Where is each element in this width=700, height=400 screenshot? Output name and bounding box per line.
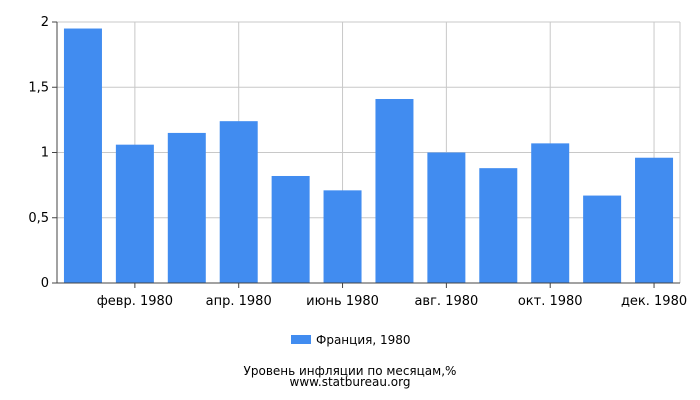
source-url: www.statbureau.org	[290, 375, 411, 389]
bar	[323, 190, 362, 283]
bar	[479, 168, 518, 283]
x-tick-label: дек. 1980	[621, 294, 687, 309]
x-tick-label: апр. 1980	[206, 294, 272, 309]
y-axis-tick-labels: 0 0,5 1 1,5 2	[28, 15, 49, 291]
y-tick-label: 2	[41, 15, 49, 30]
y-tick-label: 0,5	[28, 211, 49, 226]
x-tick-label: авг. 1980	[414, 294, 478, 309]
bar	[271, 175, 310, 283]
bar	[375, 98, 414, 284]
bar	[63, 28, 102, 284]
bars	[63, 28, 674, 284]
axes	[52, 21, 680, 288]
bar	[115, 144, 154, 283]
bar	[219, 121, 258, 284]
y-tick-label: 1,5	[28, 80, 49, 95]
bar	[167, 132, 206, 283]
bar	[531, 143, 570, 283]
x-axis-tick-labels: февр. 1980 апр. 1980 июнь 1980 авг. 1980 окт…	[97, 294, 687, 309]
y-tick-label: 0	[41, 276, 49, 291]
bar	[583, 195, 622, 283]
legend-swatch	[291, 335, 311, 344]
x-tick-label: февр. 1980	[97, 294, 173, 309]
x-tick-label: окт. 1980	[518, 294, 583, 309]
bar	[427, 152, 466, 283]
y-tick-label: 1	[41, 146, 49, 161]
legend: Франция, 1980	[291, 333, 411, 347]
legend-label: Франция, 1980	[316, 333, 411, 347]
x-tick-label: июнь 1980	[306, 294, 379, 309]
chart-caption: Уровень инфляции по месяцам,%	[244, 364, 457, 378]
bar	[635, 157, 674, 283]
